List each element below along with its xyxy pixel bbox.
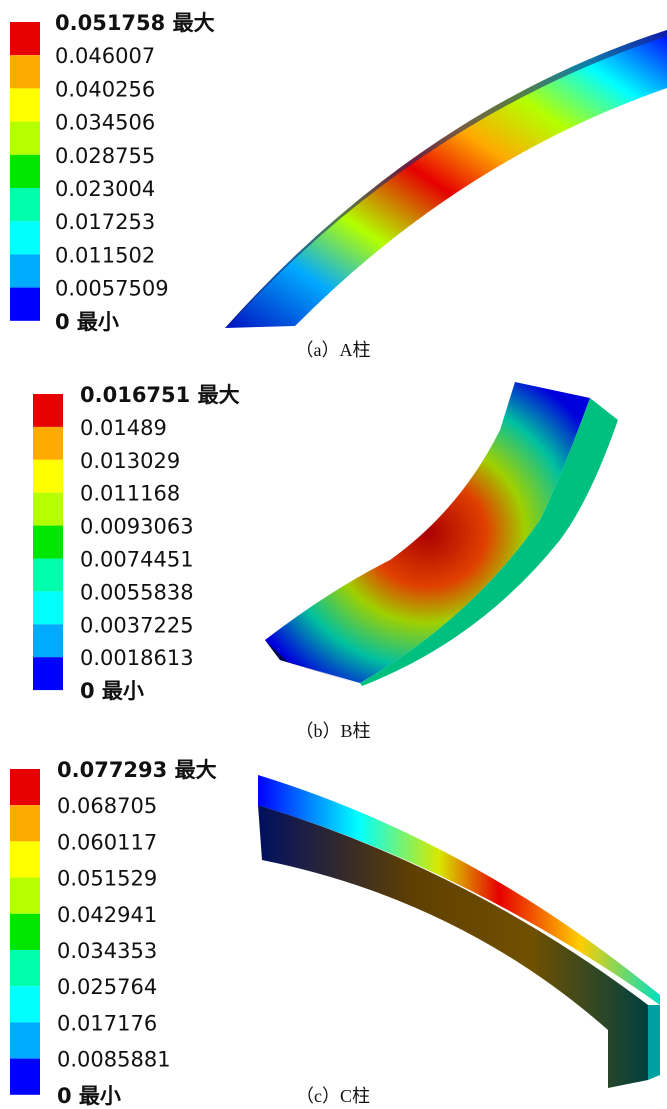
legend-swatch [33,624,63,657]
legend-label: 0 最小 [55,310,119,334]
legend-swatch [10,55,40,88]
legend-label: 0.017176 [57,1011,157,1035]
legend-label: 0.016751 最大 [80,383,240,407]
legend-label: 0.051758 最大 [55,11,215,35]
legend-label: 0.011502 [55,243,155,267]
column-c-model [258,775,660,1088]
legend-label: 0.040256 [55,77,155,101]
legend-label: 0.034506 [55,111,155,135]
legend-label: 0.034353 [57,939,157,963]
column-a-model [225,30,667,328]
legend-swatch [33,427,63,460]
legend-swatch [10,805,40,841]
legend-swatch [10,188,40,221]
legend-swatch [33,460,63,493]
caption: （a）A柱 [296,340,371,360]
legend-label: 0.017253 [55,210,155,234]
legend-label: 0.051529 [57,867,157,891]
legend-swatch [33,493,63,526]
legend-swatch [10,221,40,254]
caption: （c）C柱 [296,1086,370,1106]
legend-label: 0.0074451 [80,548,194,572]
legend-label: 0.046007 [55,44,155,68]
legend-swatch [10,950,40,986]
legend-label: 0.0018613 [80,646,194,670]
legend-swatch [10,841,40,877]
figure: 0.051758 最大 0.046007 0.040256 0.034506 0.028… [0,0,667,1109]
legend-swatch [33,526,63,559]
legend-label: 0.042941 [57,903,157,927]
legend-swatch [33,591,63,624]
legend-label: 0.0085881 [57,1048,171,1072]
legend-swatch [10,122,40,155]
caption: （b）B柱 [295,721,370,741]
legend-swatch [33,394,63,427]
legend-swatch [10,88,40,121]
legend-label: 0.01489 [80,416,167,440]
legend-swatch [10,22,40,55]
legend-label: 0.011168 [80,482,180,506]
legend-swatch [10,254,40,287]
legend-swatch [33,559,63,592]
legend-swatch [10,1022,40,1058]
legend-label: 0.028755 [55,144,155,168]
legend-label: 0.025764 [57,975,157,999]
legend-swatch [33,657,63,690]
legend-swatch [10,878,40,914]
legend-swatch [10,288,40,321]
legend-label: 0 最小 [57,1084,121,1108]
legend-label: 0.0093063 [80,515,194,539]
legend-label: 0.0037225 [80,613,194,637]
legend-label: 0.013029 [80,449,180,473]
legend-label: 0 最小 [80,679,144,703]
legend-label: 0.023004 [55,177,155,201]
legend-label: 0.0057509 [55,277,169,301]
legend-swatch [10,914,40,950]
legend-swatch [10,1059,40,1095]
legend-label: 0.077293 最大 [57,758,217,782]
legend-swatch [10,986,40,1022]
legend-swatch [10,769,40,805]
legend-swatch [10,155,40,188]
legend-label: 0.068705 [57,794,157,818]
legend-label: 0.0055838 [80,580,194,604]
legend-label: 0.060117 [57,830,157,854]
column-b-model [265,382,618,686]
